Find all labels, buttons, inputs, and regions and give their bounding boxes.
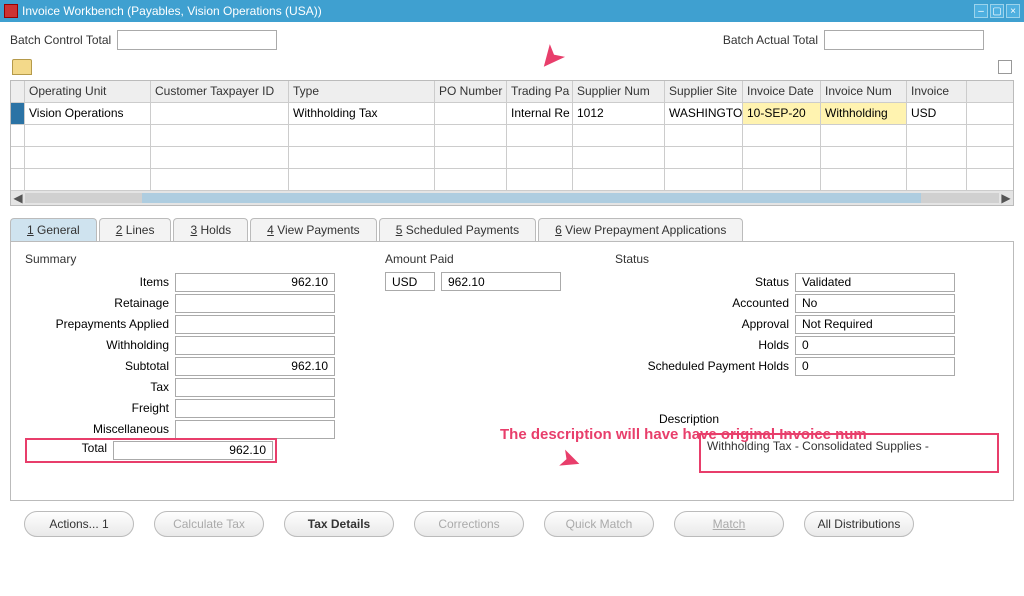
amount-paid-currency[interactable] [385, 272, 435, 291]
status-label: Status [615, 275, 795, 289]
misc-field[interactable] [175, 420, 335, 439]
accounted-field[interactable] [795, 294, 955, 313]
withholding-label: Withholding [25, 338, 175, 352]
retainage-field[interactable] [175, 294, 335, 313]
oracle-icon [4, 4, 18, 18]
table-row[interactable] [11, 125, 1013, 147]
tax-details-button[interactable]: Tax Details [284, 511, 394, 537]
table-row[interactable]: Vision Operations Withholding Tax Intern… [11, 103, 1013, 125]
summary-title: Summary [25, 252, 355, 266]
table-row[interactable] [11, 169, 1013, 191]
batch-actual-input[interactable] [824, 30, 984, 50]
holds-label: Holds [615, 338, 795, 352]
retainage-label: Retainage [25, 296, 175, 310]
table-row[interactable] [11, 147, 1013, 169]
description-label: Description [615, 412, 725, 426]
folder-icon[interactable] [12, 59, 32, 75]
col-po-number[interactable]: PO Number [435, 81, 507, 102]
tab-general[interactable]: 1 General [10, 218, 97, 241]
batch-row: Batch Control Total Batch Actual Total [10, 30, 1014, 50]
prepayments-field[interactable] [175, 315, 335, 334]
cell-invoice-date[interactable]: 10-SEP-20 [743, 103, 821, 124]
tax-label: Tax [25, 380, 175, 394]
cell-operating-unit[interactable]: Vision Operations [25, 103, 151, 124]
items-field[interactable] [175, 273, 335, 292]
all-distributions-button[interactable]: All Distributions [804, 511, 914, 537]
quick-match-button[interactable]: Quick Match [544, 511, 654, 537]
maximize-button[interactable]: ▢ [990, 4, 1004, 18]
cell-invoice-num[interactable]: Withholding [821, 103, 907, 124]
header-checkbox[interactable] [998, 60, 1012, 74]
cell-supplier-num[interactable]: 1012 [573, 103, 665, 124]
corrections-button[interactable]: Corrections [414, 511, 524, 537]
tab-view-prepayment[interactable]: 6 View Prepayment Applications [538, 218, 743, 241]
button-bar: Actions... 1 Calculate Tax Tax Details C… [10, 501, 1014, 547]
cell-type[interactable]: Withholding Tax [289, 103, 435, 124]
invoice-grid: Operating Unit Customer Taxpayer ID Type… [10, 80, 1014, 206]
withholding-field[interactable] [175, 336, 335, 355]
tab-view-payments[interactable]: 4 View Payments [250, 218, 377, 241]
misc-label: Miscellaneous [25, 422, 175, 436]
actions-button[interactable]: Actions... 1 [24, 511, 134, 537]
approval-field[interactable] [795, 315, 955, 334]
cell-trading-partner[interactable]: Internal Re [507, 103, 573, 124]
total-label: Total [29, 441, 113, 460]
subtotal-field[interactable] [175, 357, 335, 376]
amount-paid-title: Amount Paid [385, 252, 585, 266]
col-invoice-num[interactable]: Invoice Num [821, 81, 907, 102]
approval-label: Approval [615, 317, 795, 331]
cell-invoice-cur[interactable]: USD [907, 103, 967, 124]
tab-holds[interactable]: 3 Holds [173, 218, 248, 241]
col-customer-taxpayer[interactable]: Customer Taxpayer ID [151, 81, 289, 102]
annotation-text: The description will have have original … [500, 426, 867, 443]
total-field[interactable] [113, 441, 273, 460]
batch-control-label: Batch Control Total [10, 33, 111, 47]
window-title: Invoice Workbench (Payables, Vision Oper… [22, 4, 322, 18]
holds-field[interactable] [795, 336, 955, 355]
col-trading-partner[interactable]: Trading Pa [507, 81, 573, 102]
col-supplier-site[interactable]: Supplier Site [665, 81, 743, 102]
col-supplier-num[interactable]: Supplier Num [573, 81, 665, 102]
tabs: 1 General 2 Lines 3 Holds 4 View Payment… [10, 218, 1014, 241]
cell-customer-taxpayer[interactable] [151, 103, 289, 124]
minimize-button[interactable]: – [974, 4, 988, 18]
col-type[interactable]: Type [289, 81, 435, 102]
subtotal-label: Subtotal [25, 359, 175, 373]
amount-paid-value[interactable] [441, 272, 561, 291]
calculate-tax-button[interactable]: Calculate Tax [154, 511, 264, 537]
cell-po[interactable] [435, 103, 507, 124]
freight-field[interactable] [175, 399, 335, 418]
match-button[interactable]: Match [674, 511, 784, 537]
prepayments-label: Prepayments Applied [25, 317, 175, 331]
grid-horizontal-scrollbar[interactable]: ◀▶ [11, 191, 1013, 205]
sph-label: Scheduled Payment Holds [615, 359, 795, 373]
status-field[interactable] [795, 273, 955, 292]
tab-lines[interactable]: 2 Lines [99, 218, 172, 241]
tax-field[interactable] [175, 378, 335, 397]
col-invoice-cur[interactable]: Invoice [907, 81, 967, 102]
status-title: Status [615, 252, 999, 266]
batch-control-input[interactable] [117, 30, 277, 50]
window: Invoice Workbench (Payables, Vision Oper… [0, 0, 1024, 596]
toolbar-row [10, 54, 1014, 80]
cell-supplier-site[interactable]: WASHINGTO [665, 103, 743, 124]
tab-scheduled-payments[interactable]: 5 Scheduled Payments [379, 218, 536, 241]
batch-actual-label: Batch Actual Total [723, 33, 818, 47]
close-button[interactable]: × [1006, 4, 1020, 18]
col-operating-unit[interactable]: Operating Unit [25, 81, 151, 102]
titlebar: Invoice Workbench (Payables, Vision Oper… [0, 0, 1024, 22]
accounted-label: Accounted [615, 296, 795, 310]
items-label: Items [25, 275, 175, 289]
col-invoice-date[interactable]: Invoice Date [743, 81, 821, 102]
tab-panel-general: Summary Items Retainage Prepayments Appl… [10, 241, 1014, 501]
freight-label: Freight [25, 401, 175, 415]
sph-field[interactable] [795, 357, 955, 376]
